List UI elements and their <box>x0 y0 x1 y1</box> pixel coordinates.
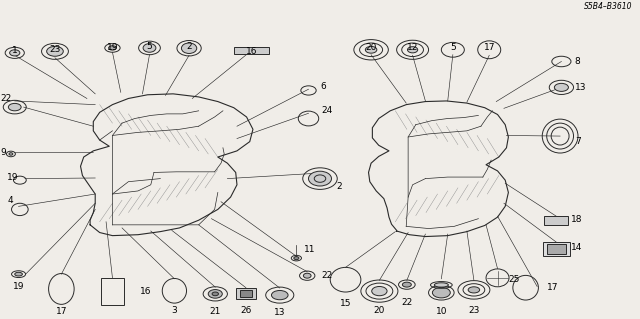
Text: 16: 16 <box>140 286 152 296</box>
Bar <box>547 244 566 254</box>
Text: 26: 26 <box>240 306 252 315</box>
Bar <box>236 288 256 299</box>
Ellipse shape <box>271 291 288 300</box>
Ellipse shape <box>308 171 332 186</box>
Bar <box>234 47 269 54</box>
Text: 2: 2 <box>186 42 192 51</box>
Ellipse shape <box>9 153 13 155</box>
Ellipse shape <box>212 292 218 296</box>
Text: 9: 9 <box>1 148 6 157</box>
Text: 22: 22 <box>1 94 12 103</box>
Text: 21: 21 <box>209 308 221 316</box>
Text: 5: 5 <box>147 42 152 51</box>
Text: 8: 8 <box>575 57 580 66</box>
Bar <box>543 242 570 256</box>
Text: 20: 20 <box>365 43 377 52</box>
Ellipse shape <box>365 46 377 53</box>
Text: 6: 6 <box>320 82 326 91</box>
Ellipse shape <box>408 47 418 53</box>
Text: 15: 15 <box>340 299 351 308</box>
Text: S5B4–B3610: S5B4–B3610 <box>584 2 633 11</box>
Text: 4: 4 <box>7 196 13 205</box>
Text: 22: 22 <box>401 298 412 307</box>
Text: 17: 17 <box>56 307 67 316</box>
Text: 13: 13 <box>274 308 285 317</box>
Text: 23: 23 <box>468 306 479 315</box>
Bar <box>101 278 124 305</box>
Text: 18: 18 <box>571 215 582 224</box>
Text: 22: 22 <box>321 271 333 280</box>
Text: 12: 12 <box>407 43 419 52</box>
Bar <box>544 216 568 225</box>
Text: 13: 13 <box>575 83 586 92</box>
Ellipse shape <box>468 287 479 293</box>
Ellipse shape <box>433 287 451 298</box>
Ellipse shape <box>372 286 387 296</box>
Text: 10: 10 <box>436 307 447 316</box>
Ellipse shape <box>208 290 222 298</box>
Text: 16: 16 <box>246 47 257 56</box>
Ellipse shape <box>435 283 449 287</box>
Ellipse shape <box>47 46 63 56</box>
Ellipse shape <box>554 83 568 91</box>
Text: 17: 17 <box>547 283 558 292</box>
Text: 20: 20 <box>374 306 385 315</box>
Ellipse shape <box>10 50 20 56</box>
Text: 11: 11 <box>304 245 316 254</box>
Ellipse shape <box>181 43 196 54</box>
Bar <box>239 290 252 297</box>
Text: 17: 17 <box>483 43 495 52</box>
Text: 25: 25 <box>508 275 520 284</box>
Text: 23: 23 <box>49 45 61 54</box>
Text: 19: 19 <box>13 282 24 291</box>
Ellipse shape <box>303 273 311 278</box>
Ellipse shape <box>15 272 22 276</box>
Ellipse shape <box>403 282 412 287</box>
Text: 3: 3 <box>172 306 177 315</box>
Text: 19: 19 <box>107 43 118 52</box>
Ellipse shape <box>109 46 116 50</box>
Text: 14: 14 <box>571 243 582 252</box>
Text: 24: 24 <box>321 106 333 115</box>
Text: 5: 5 <box>450 43 456 52</box>
Ellipse shape <box>294 256 299 260</box>
Text: 2: 2 <box>337 182 342 191</box>
Ellipse shape <box>143 44 156 52</box>
Text: 7: 7 <box>575 137 581 146</box>
Text: 19: 19 <box>7 173 19 182</box>
Ellipse shape <box>8 103 21 111</box>
Text: 1: 1 <box>12 46 18 55</box>
